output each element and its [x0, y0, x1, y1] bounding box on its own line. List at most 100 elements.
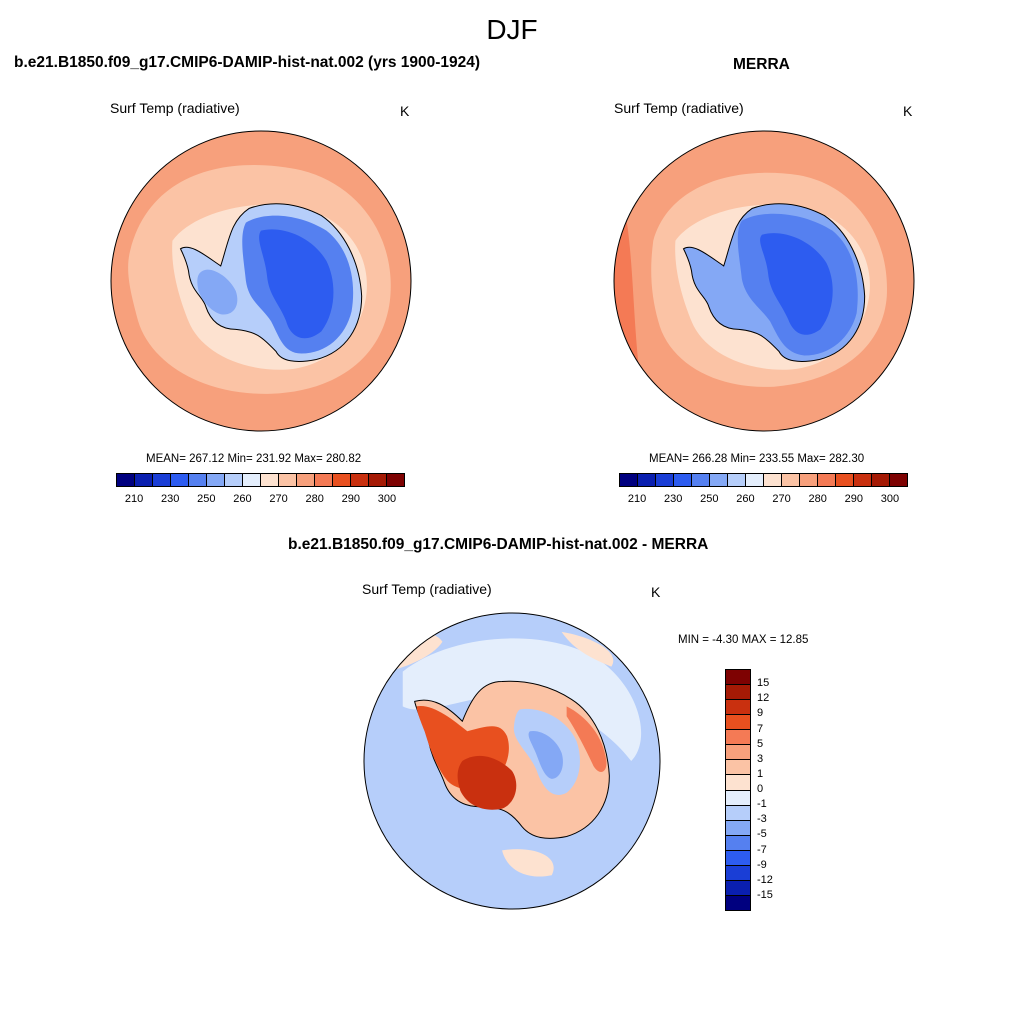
diff-colorbar-swatch	[726, 805, 750, 821]
diff-colorbar-swatch	[726, 700, 750, 716]
diff-units-label: K	[651, 584, 661, 600]
diff-colorbar-ticks: 15 12 9 7 5 3 1 0 -1 -3 -5 -7 -9 -12 -15	[757, 669, 817, 911]
diff-colorbar-tick-label: -9	[757, 858, 767, 871]
diff-colorbar-tick-label: -3	[757, 813, 767, 826]
diff-colorbar-tick-label: 5	[757, 737, 764, 750]
obs-colorbar-swatch	[854, 474, 872, 486]
obs-colorbar-swatch	[746, 474, 764, 486]
diff-colorbar-tick-label: 7	[757, 722, 764, 735]
obs-colorbar-swatch	[764, 474, 782, 486]
diff-colorbar-swatch	[726, 895, 750, 910]
diff-colorbar-swatch	[726, 715, 750, 731]
obs-colorbar-tick-label: 270	[772, 493, 791, 505]
model-colorbar-swatch	[279, 474, 297, 486]
model-colorbar-tick-label: 270	[269, 493, 288, 505]
diff-colorbar-tick-label: 0	[757, 783, 764, 795]
obs-stats-text: MEAN= 266.28 Min= 233.55 Max= 282.30	[649, 453, 865, 465]
obs-colorbar-ticks: 210 230 250 260 270 280 290 300	[619, 493, 908, 507]
diff-colorbar-swatch	[726, 865, 750, 881]
model-colorbar-tick-label: 280	[305, 493, 324, 505]
model-stats-text: MEAN= 267.12 Min= 231.92 Max= 280.82	[146, 453, 362, 465]
diff-colorbar-swatch	[726, 880, 750, 896]
obs-colorbar-swatch	[836, 474, 854, 486]
diff-stats-text: MIN = -4.30 MAX = 12.85	[678, 634, 809, 646]
diff-west-antarctica-hot	[457, 755, 517, 810]
model-colorbar-swatch	[351, 474, 369, 486]
diff-colorbar-swatch	[726, 775, 750, 791]
diff-colorbar-tick-label: -12	[757, 873, 773, 886]
model-colorbar-tick-label: 250	[197, 493, 216, 505]
model-colorbar-tick-label: 300	[377, 493, 397, 505]
model-colorbar-swatch	[225, 474, 243, 486]
diff-map-border	[363, 612, 661, 910]
model-polar-map	[110, 130, 412, 432]
model-panel-title: b.e21.B1850.f09_g17.CMIP6-DAMIP-hist-nat…	[14, 54, 481, 71]
diff-colorbar-swatch	[726, 730, 750, 746]
obs-colorbar-swatch	[620, 474, 638, 486]
model-map-border	[110, 130, 412, 432]
figure-title: DJF	[486, 14, 538, 45]
obs-colorbar-swatch	[692, 474, 710, 486]
obs-colorbar-strip	[619, 473, 908, 487]
model-colorbar-swatch	[135, 474, 153, 486]
obs-colorbar-swatch	[782, 474, 800, 486]
diff-east-antarctica-core	[528, 730, 563, 779]
diff-colorbar-tick-label: 1	[757, 767, 764, 780]
model-colorbar-swatch	[297, 474, 315, 486]
obs-panel-title: MERRA	[733, 56, 790, 73]
diff-colorbar-swatch	[726, 670, 750, 686]
model-colorbar-tick-label: 230	[161, 493, 180, 505]
diff-colorbar-swatch	[726, 835, 750, 851]
model-colorbar	[116, 473, 405, 487]
diff-colorbar-strip	[725, 669, 751, 911]
diff-colorbar-tick-label: -15	[757, 888, 773, 901]
diff-colorbar-swatch	[726, 820, 750, 836]
obs-colorbar-tick-label: 290	[844, 493, 863, 505]
diff-colorbar	[725, 669, 751, 911]
obs-colorbar-swatch	[872, 474, 890, 486]
model-colorbar-swatch	[243, 474, 261, 486]
obs-units-label: K	[903, 103, 913, 119]
model-plateau-coldest	[259, 229, 334, 339]
obs-variable-label: Surf Temp (radiative)	[614, 100, 744, 116]
model-colorbar-strip	[116, 473, 405, 487]
diff-ridge-warm	[566, 706, 607, 772]
model-colorbar-swatch	[369, 474, 387, 486]
diff-light-band	[402, 638, 642, 761]
model-colorbar-tick-label: 290	[341, 493, 360, 505]
obs-colorbar-tick-label: 210	[627, 493, 647, 505]
obs-colorbar-swatch	[656, 474, 674, 486]
model-colorbar-swatch	[387, 474, 404, 486]
diff-colorbar-tick-label: -7	[757, 843, 767, 856]
diff-antarctica-warm	[414, 680, 610, 839]
diff-colorbar-swatch	[726, 745, 750, 761]
obs-colorbar-swatch	[800, 474, 818, 486]
obs-colorbar-swatch	[890, 474, 907, 486]
diff-colorbar-swatch	[726, 685, 750, 701]
obs-colorbar-tick-label: 300	[880, 493, 900, 505]
obs-colorbar-swatch	[674, 474, 692, 486]
diff-colorbar-tick-label: -1	[757, 798, 767, 811]
obs-map-border	[613, 130, 915, 432]
model-colorbar-tick-label: 210	[124, 493, 144, 505]
diff-colorbar-tick-label: 3	[757, 752, 764, 765]
model-colorbar-swatch	[189, 474, 207, 486]
model-west-antarctica	[197, 269, 238, 315]
model-colorbar-swatch	[171, 474, 189, 486]
model-colorbar-swatch	[207, 474, 225, 486]
model-units-label: K	[400, 103, 410, 119]
diff-colorbar-swatch	[726, 790, 750, 806]
model-colorbar-swatch	[333, 474, 351, 486]
obs-colorbar-swatch	[710, 474, 728, 486]
model-colorbar-swatch	[153, 474, 171, 486]
obs-colorbar-swatch	[638, 474, 656, 486]
diff-colorbar-swatch	[726, 850, 750, 866]
obs-colorbar-tick-label: 260	[736, 493, 755, 505]
obs-colorbar-tick-label: 250	[700, 493, 719, 505]
diff-polar-map	[363, 612, 661, 910]
obs-colorbar-tick-label: 280	[808, 493, 827, 505]
diff-colorbar-swatch	[726, 760, 750, 776]
model-colorbar-swatch	[315, 474, 333, 486]
model-colorbar-ticks: 210 230 250 260 270 280 290 300	[116, 493, 405, 507]
model-variable-label: Surf Temp (radiative)	[110, 100, 240, 116]
